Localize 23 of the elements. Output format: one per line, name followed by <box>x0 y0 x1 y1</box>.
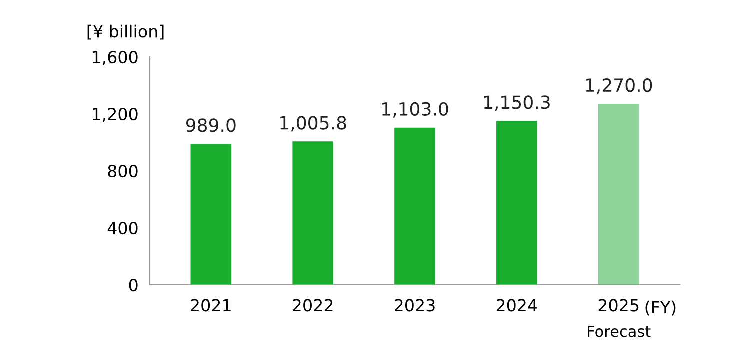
x-tick-label: 2022 <box>293 299 333 312</box>
y-tick-label: 1,600 <box>93 50 138 66</box>
y-axis-title: [¥ billion] <box>88 24 164 40</box>
y-tick-label: 0 <box>129 278 138 292</box>
y-tick-label: 800 <box>108 164 138 178</box>
x-tick-label: 2021 <box>191 299 231 312</box>
x-axis-title: (FY) <box>646 300 676 316</box>
x-tick-label: 2025 <box>598 299 639 312</box>
bar <box>190 144 232 285</box>
bar <box>394 128 436 285</box>
bar <box>496 121 538 285</box>
bar <box>292 142 334 285</box>
x-tick-label: 2023 <box>395 299 435 312</box>
data-label: 1,103.0 <box>382 102 448 118</box>
y-tick-label: 400 <box>108 222 138 235</box>
bar <box>598 104 640 285</box>
x-tick-label: 2024 <box>496 299 538 312</box>
y-tick-label: 1,200 <box>93 108 138 122</box>
data-label: 1,005.8 <box>280 116 346 132</box>
data-label: 989.0 <box>186 118 236 132</box>
text: Forecast <box>588 326 651 338</box>
data-label: 1,270.0 <box>586 78 652 94</box>
data-label: 1,150.3 <box>484 96 550 112</box>
